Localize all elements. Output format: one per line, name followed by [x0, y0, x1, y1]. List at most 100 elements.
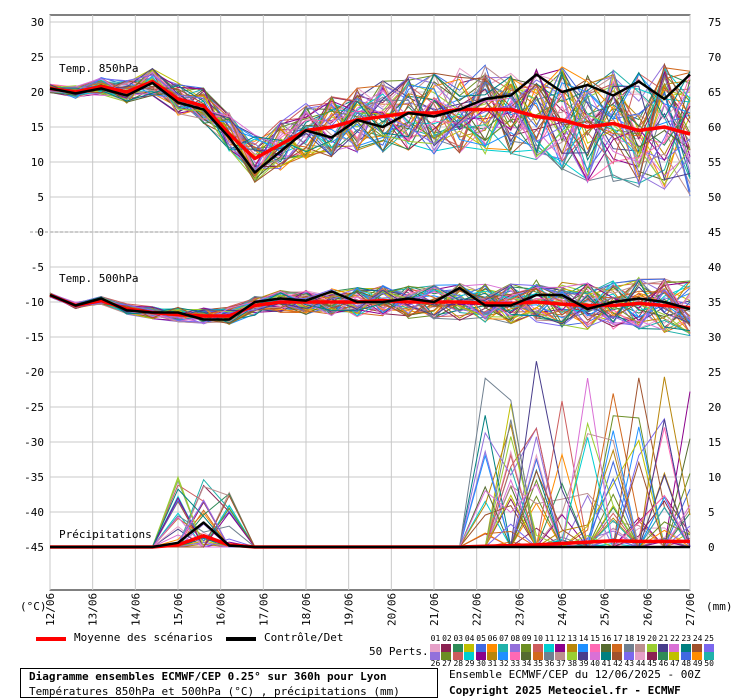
member-number: 28 [453, 659, 464, 668]
right-tick-label: 35 [708, 296, 721, 309]
x-tick-label: 24/06 [556, 593, 569, 626]
x-tick-label: 14/06 [129, 593, 142, 626]
x-tick-label: 15/06 [172, 593, 185, 626]
x-tick-label: 23/06 [513, 593, 526, 626]
x-axis-labels: 12/06 13/06 14/06 15/06 16/06 17/06 18/06 19/06… [44, 593, 697, 626]
member-number: 43 [624, 659, 635, 668]
member-swatch [555, 644, 566, 652]
member-swatch [646, 644, 657, 652]
member-swatch [544, 644, 554, 652]
x-tick-label: 17/06 [257, 593, 270, 626]
member-t850-line [49, 73, 691, 180]
left-tick-label: 10 [31, 156, 44, 169]
chart-subtitle: Températures 850hPa et 500hPa (°C) , pré… [29, 685, 400, 698]
member-number: 06 [487, 634, 498, 643]
member-swatch [566, 652, 577, 660]
member-number: 02 [442, 634, 452, 643]
left-axis-ticks: 30 25 20 15 10 5 0 -5 -10 -15 -20 -25 -30 -35 -40 -45 [24, 16, 44, 554]
member-swatch [509, 652, 520, 660]
member-number: 26 [430, 659, 441, 668]
member-number: 29 [464, 659, 475, 668]
member-number: 05 [476, 634, 486, 643]
chart-title: Diagramme ensembles ECMWF/CEP 0.25° sur … [29, 670, 387, 683]
member-number: 21 [658, 634, 669, 643]
member-number: 24 [692, 634, 703, 643]
x-tick-label: 13/06 [87, 593, 100, 626]
right-tick-label: 5 [708, 506, 715, 519]
member-number: 09 [521, 634, 532, 643]
member-number: 47 [670, 659, 680, 668]
member-swatch [692, 652, 703, 660]
member-swatch [498, 652, 509, 660]
member-number: 39 [578, 659, 589, 668]
right-tick-label: 20 [708, 401, 721, 414]
mean-and-control-lines [49, 73, 691, 549]
member-number: 30 [476, 659, 486, 668]
member-swatch [521, 652, 532, 660]
member-number: 11 [544, 634, 555, 643]
member-t850-line [49, 71, 691, 164]
member-number: 27 [442, 659, 452, 668]
member-swatch [680, 644, 691, 652]
member-swatch [658, 652, 668, 660]
member-swatch [464, 652, 475, 660]
member-number: 15 [590, 634, 600, 643]
member-t500-line [49, 281, 691, 316]
right-tick-label: 15 [708, 436, 721, 449]
member-number: 25 [704, 634, 714, 643]
x-tick-label: 12/06 [44, 593, 57, 626]
mean-legend-label: Moyenne des scénarios [74, 631, 214, 644]
member-number: 40 [590, 659, 600, 668]
member-swatch [612, 652, 623, 660]
member-swatch [635, 644, 646, 652]
left-tick-label: 30 [31, 16, 44, 29]
x-tick-label: 25/06 [599, 593, 612, 626]
x-tick-label: 19/06 [343, 593, 356, 626]
member-swatch [669, 644, 680, 652]
left-tick-label: -35 [24, 471, 44, 484]
member-swatch [658, 644, 668, 652]
member-number: 08 [510, 634, 521, 643]
member-number: 14 [578, 634, 589, 643]
right-tick-label: 0 [708, 541, 715, 554]
member-number: 31 [487, 659, 498, 668]
right-unit: (mm) [706, 600, 733, 613]
member-t850-line [49, 67, 691, 181]
member-number: 34 [521, 659, 532, 668]
member-swatch [441, 652, 452, 660]
left-tick-label: -45 [24, 541, 44, 554]
right-tick-label: 75 [708, 16, 721, 29]
right-tick-label: 25 [708, 366, 721, 379]
member-swatch [578, 652, 589, 660]
left-tick-label: 5 [37, 191, 44, 204]
member-swatch [487, 644, 497, 652]
member-swatch [703, 644, 714, 652]
member-swatch [544, 652, 554, 660]
control-t500-line [49, 286, 691, 321]
member-swatch [452, 644, 463, 652]
member-number: 37 [556, 659, 566, 668]
member-number: 42 [613, 659, 623, 668]
panel-label-t500: Temp. 500hPa [59, 272, 138, 285]
member-swatch [680, 652, 691, 660]
legend: Moyenne des scénarios Contrôle/Det [0, 628, 740, 700]
member-swatch [487, 652, 497, 660]
member-t850-line [49, 67, 691, 177]
member-number: 20 [647, 634, 657, 643]
mean-legend-swatch [36, 637, 66, 641]
x-tick-label: 27/06 [684, 593, 697, 626]
member-number: 46 [658, 659, 669, 668]
member-t850-line [49, 72, 691, 165]
x-tick-label: 20/06 [385, 593, 398, 626]
member-number: 23 [681, 634, 692, 643]
panel-label-precip: Précipitations [59, 528, 152, 541]
member-swatch [669, 652, 680, 660]
member-number: 03 [453, 634, 464, 643]
left-tick-label: -10 [24, 296, 44, 309]
member-swatch [532, 652, 543, 660]
member-swatch [601, 652, 611, 660]
member-number: 36 [544, 659, 555, 668]
member-number: 48 [681, 659, 692, 668]
